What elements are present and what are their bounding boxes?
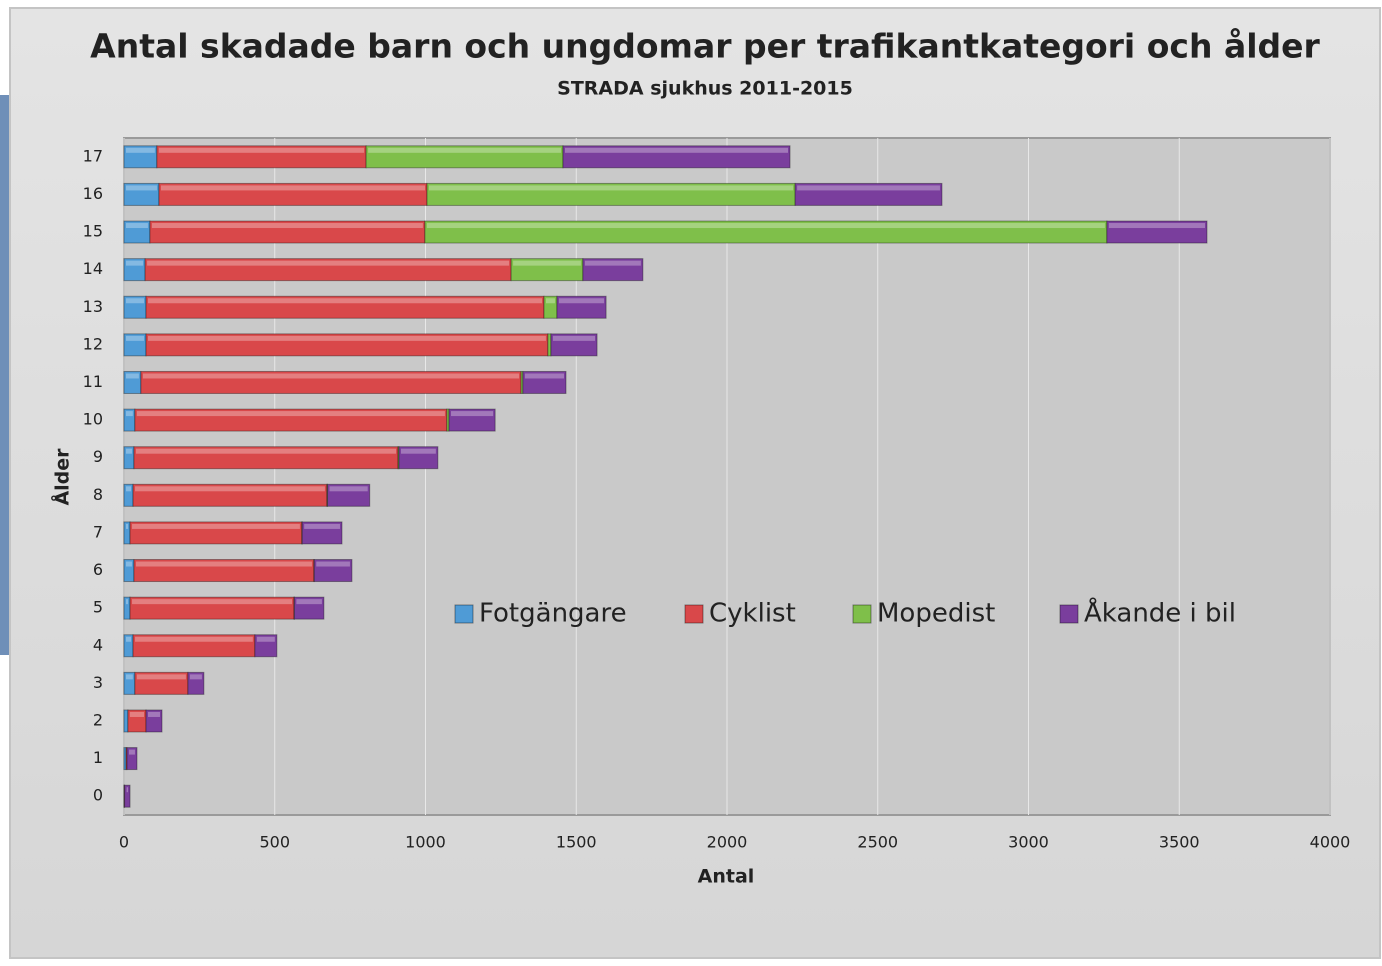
y-tick-label: 8: [93, 485, 103, 504]
bar-highlight: [126, 449, 132, 454]
bar-highlight: [126, 185, 157, 190]
y-tick-label: 14: [83, 259, 103, 278]
x-tick-label: 2500: [857, 833, 898, 852]
y-tick-label: 6: [93, 560, 103, 579]
bar-highlight: [451, 411, 493, 416]
bar-highlight: [126, 486, 131, 491]
bar-highlight: [316, 562, 350, 567]
bar-highlight: [137, 674, 186, 679]
y-tick-label: 13: [83, 297, 103, 316]
x-axis-title: Antal: [698, 866, 755, 888]
bar-highlight: [126, 411, 133, 416]
bar-highlight: [126, 637, 131, 642]
y-tick-label: 1: [93, 748, 103, 767]
legend-swatch: [853, 605, 871, 623]
bar-segment: [124, 710, 128, 732]
y-tick-label: 4: [93, 635, 103, 654]
y-tick-label: 12: [83, 334, 103, 353]
bar-highlight: [136, 562, 312, 567]
bar-highlight: [304, 524, 340, 529]
bar-highlight: [130, 712, 144, 717]
y-tick-label: 9: [93, 447, 103, 466]
bar-highlight: [132, 524, 300, 529]
bar-highlight: [126, 298, 144, 303]
x-tick-label: 2000: [707, 833, 748, 852]
bar-highlight: [159, 148, 364, 153]
bar-highlight: [148, 298, 542, 303]
bar-highlight: [152, 223, 423, 228]
x-tick-label: 3000: [1008, 833, 1049, 852]
legend-swatch: [455, 605, 473, 623]
bar-highlight: [513, 261, 581, 266]
bar-highlight: [135, 486, 325, 491]
bar-highlight: [126, 336, 144, 341]
bar-highlight: [1109, 223, 1205, 228]
bar-highlight: [296, 599, 322, 604]
y-tick-label: 3: [93, 673, 103, 692]
bar-highlight: [585, 261, 641, 266]
legend-label: Cyklist: [709, 599, 796, 629]
bar-highlight: [797, 185, 940, 190]
y-tick-label: 5: [93, 598, 103, 617]
y-tick-label: 10: [83, 410, 103, 429]
bar-highlight: [135, 637, 253, 642]
bar-highlight: [126, 599, 128, 604]
bar-highlight: [161, 185, 425, 190]
bar-highlight: [126, 674, 133, 679]
y-tick-label: 16: [83, 184, 103, 203]
bar-highlight: [143, 373, 519, 378]
bar-highlight: [126, 373, 139, 378]
legend-label: Fotgängare: [479, 599, 627, 629]
bar-highlight: [147, 261, 509, 266]
legend-label: Åkande i bil: [1084, 597, 1236, 629]
bar-highlight: [126, 524, 128, 529]
y-tick-label: 15: [83, 222, 103, 241]
bar-highlight: [525, 373, 564, 378]
bar-highlight: [137, 411, 445, 416]
bar-highlight: [368, 148, 561, 153]
bar-highlight: [257, 637, 275, 642]
bar-highlight: [190, 674, 202, 679]
legend-swatch: [685, 605, 703, 623]
bar-highlight: [127, 787, 128, 792]
y-tick-label: 11: [83, 372, 103, 391]
bar-highlight: [427, 223, 1105, 228]
bar-highlight: [546, 298, 555, 303]
chart-title: Antal skadade barn och ungdomar per traf…: [90, 27, 1320, 66]
y-tick-label: 2: [93, 710, 103, 729]
x-tick-label: 4000: [1310, 833, 1351, 852]
x-tick-label: 3500: [1159, 833, 1200, 852]
y-tick-label: 17: [83, 146, 103, 165]
bar-highlight: [565, 148, 788, 153]
bar-highlight: [553, 336, 595, 341]
y-tick-label: 0: [93, 786, 103, 805]
chart-subtitle: STRADA sjukhus 2011-2015: [557, 78, 853, 100]
x-tick-label: 0: [119, 833, 129, 852]
bar-highlight: [330, 486, 368, 491]
x-tick-label: 500: [259, 833, 290, 852]
x-tick-label: 1000: [405, 833, 446, 852]
bar-highlight: [136, 449, 396, 454]
bar-highlight: [132, 599, 292, 604]
legend-swatch: [1060, 605, 1078, 623]
bar-highlight: [126, 562, 132, 567]
y-tick-label: 7: [93, 522, 103, 541]
bar-highlight: [126, 261, 143, 266]
bar-highlight: [126, 148, 155, 153]
bar-highlight: [559, 298, 604, 303]
bar-highlight: [129, 750, 135, 755]
x-tick-label: 1500: [556, 833, 597, 852]
bar-highlight: [148, 712, 160, 717]
bar-highlight: [148, 336, 546, 341]
bar-highlight: [401, 449, 436, 454]
legend-label: Mopedist: [877, 599, 995, 629]
y-axis-title: Ålder: [50, 448, 74, 506]
bar-highlight: [429, 185, 793, 190]
bar-highlight: [126, 223, 148, 228]
